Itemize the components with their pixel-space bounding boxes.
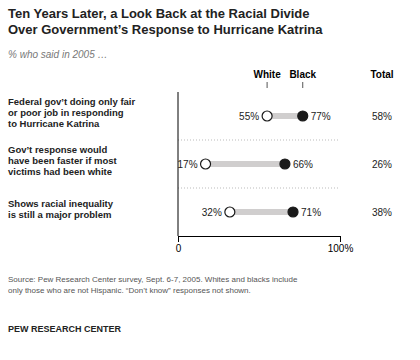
dot	[225, 207, 235, 217]
text-line: only those who are not Hispanic. “Don’t …	[8, 286, 251, 295]
header-tick	[267, 82, 268, 88]
total-value: 26%	[372, 159, 392, 170]
x-axis: 0 100%	[176, 236, 354, 254]
x-tick-label: 0	[176, 243, 182, 254]
x-axis-line	[179, 237, 341, 243]
text-line: Gov’t response would	[8, 144, 107, 155]
text-line: Federal gov’t doing only fair	[8, 96, 136, 107]
x-tick: 100%	[328, 236, 354, 254]
source: Source: Pew Research Center survey, Sept…	[8, 275, 298, 295]
header-tick	[302, 82, 303, 88]
dot	[280, 159, 290, 169]
data-label: 71%	[301, 207, 321, 218]
x-tick-mark	[340, 236, 341, 242]
connector	[206, 161, 285, 167]
data-label: 55%	[239, 111, 259, 122]
x-tick-label: 100%	[328, 243, 354, 254]
column-header: Black	[289, 69, 316, 80]
data-label: 32%	[202, 207, 222, 218]
footer: PEW RESEARCH CENTER	[8, 324, 122, 334]
total-value: 58%	[372, 111, 392, 122]
text-line: have been faster if most	[8, 155, 118, 166]
data-label: 66%	[293, 159, 313, 170]
dot	[262, 111, 272, 121]
marks	[201, 111, 308, 217]
row-divider	[178, 140, 340, 141]
x-tick: 0	[176, 236, 182, 254]
subtitle: % who said in 2005 …	[8, 49, 108, 60]
chart: Ten Years Later, a Look Back at the Raci…	[0, 0, 420, 360]
dot	[201, 159, 211, 169]
row-label: Gov’t response wouldhave been faster if …	[8, 144, 118, 177]
connector	[230, 209, 293, 215]
row-label: Federal gov’t doing only fairor poor job…	[8, 96, 136, 129]
row-divider	[178, 188, 340, 189]
text-line: is still a major problem	[8, 209, 111, 220]
dot	[288, 207, 298, 217]
text-line: Source: Pew Research Center survey, Sept…	[8, 275, 298, 284]
column-header: Total	[370, 69, 393, 80]
text-line: Ten Years Later, a Look Back at the Raci…	[8, 6, 310, 21]
total-value: 38%	[372, 207, 392, 218]
data-label: 77%	[311, 111, 331, 122]
row-label: Shows racial inequalityis still a major …	[8, 198, 114, 220]
text-line: Shows racial inequality	[8, 198, 114, 209]
text-line: victims had been white	[8, 166, 112, 177]
text-line: or poor job in responding	[8, 107, 124, 118]
dot	[298, 111, 308, 121]
title: Ten Years Later, a Look Back at the Raci…	[8, 6, 323, 37]
column-header: White	[253, 69, 281, 80]
y-axis-line	[178, 92, 179, 236]
text-line: Over Government’s Response to Hurricane …	[8, 22, 323, 37]
x-tick-mark	[178, 236, 179, 242]
text-line: to Hurricane Katrina	[8, 118, 100, 129]
data-label: 17%	[178, 159, 198, 170]
